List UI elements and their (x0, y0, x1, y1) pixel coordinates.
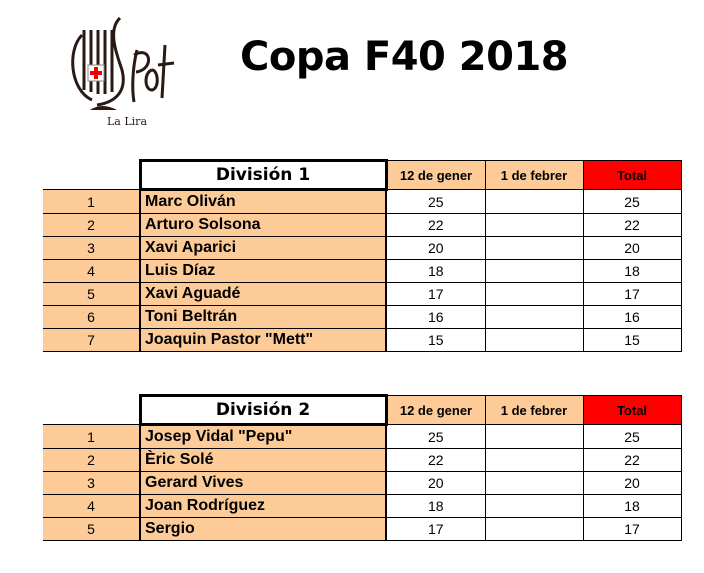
svg-text:La Lira: La Lira (107, 115, 147, 128)
division-2-table: División 2 12 de gener 1 de febrer Total… (43, 394, 682, 541)
score-12-gener-cell: 22 (385, 213, 486, 237)
score-12-gener-cell: 20 (385, 471, 486, 495)
rank-cell: 5 (43, 282, 141, 306)
score-1-febrer-cell (484, 424, 584, 449)
column-header-12-gener: 12 de gener (385, 395, 486, 425)
score-12-gener-cell: 17 (385, 282, 486, 306)
score-12-gener-cell: 18 (385, 494, 486, 518)
lira-logo: La Lira (71, 16, 175, 128)
score-12-gener-cell: 18 (385, 259, 486, 283)
table-row: 3 Gerard Vives 20 20 (43, 471, 682, 495)
table-row: 4 Joan Rodríguez 18 18 (43, 494, 682, 518)
rank-cell: 3 (43, 236, 141, 260)
total-cell: 17 (582, 517, 682, 541)
player-name-cell: Èric Solé (139, 448, 387, 472)
total-cell: 25 (582, 189, 682, 214)
player-name-cell: Xavi Aparici (139, 236, 387, 260)
player-name-cell: Gerard Vives (139, 471, 387, 495)
total-cell: 17 (582, 282, 682, 306)
division-1-table: División 1 12 de gener 1 de febrer Total… (43, 159, 682, 352)
division-title: División 2 (138, 394, 388, 426)
score-1-febrer-cell (484, 471, 584, 495)
column-header-1-febrer: 1 de febrer (484, 395, 584, 425)
total-cell: 18 (582, 259, 682, 283)
total-cell: 20 (582, 471, 682, 495)
rank-cell: 1 (43, 189, 141, 214)
score-1-febrer-cell (484, 494, 584, 518)
score-12-gener-cell: 15 (385, 328, 486, 352)
rank-cell: 4 (43, 259, 141, 283)
header-row: División 1 12 de gener 1 de febrer Total (43, 159, 682, 191)
table-row: 7 Joaquin Pastor "Mett" 15 15 (43, 328, 682, 352)
score-1-febrer-cell (484, 328, 584, 352)
score-12-gener-cell: 25 (385, 189, 486, 214)
score-1-febrer-cell (484, 282, 584, 306)
column-header-total: Total (582, 395, 682, 425)
table-row: 1 Josep Vidal "Pepu" 25 25 (43, 424, 682, 449)
total-cell: 20 (582, 236, 682, 260)
table-row: 6 Toni Beltrán 16 16 (43, 305, 682, 329)
total-cell: 18 (582, 494, 682, 518)
table-row: 5 Xavi Aguadé 17 17 (43, 282, 682, 306)
player-name-cell: Arturo Solsona (139, 213, 387, 237)
table-row: 1 Marc Oliván 25 25 (43, 189, 682, 214)
score-1-febrer-cell (484, 189, 584, 214)
blank-cell (43, 395, 140, 425)
rank-cell: 3 (43, 471, 141, 495)
blank-cell (43, 160, 140, 190)
score-1-febrer-cell (484, 213, 584, 237)
total-cell: 15 (582, 328, 682, 352)
score-12-gener-cell: 25 (385, 424, 486, 449)
table-row: 4 Luis Díaz 18 18 (43, 259, 682, 283)
player-name-cell: Joan Rodríguez (139, 494, 387, 518)
column-header-total: Total (582, 160, 682, 190)
page-title: Copa F40 2018 (240, 34, 569, 80)
table-row: 3 Xavi Aparici 20 20 (43, 236, 682, 260)
column-header-12-gener: 12 de gener (385, 160, 486, 190)
player-name-cell: Joaquin Pastor "Mett" (139, 328, 387, 352)
player-name-cell: Toni Beltrán (139, 305, 387, 329)
score-1-febrer-cell (484, 236, 584, 260)
rank-cell: 2 (43, 448, 141, 472)
player-name-cell: Marc Oliván (139, 189, 387, 214)
score-1-febrer-cell (484, 448, 584, 472)
rank-cell: 1 (43, 424, 141, 449)
column-header-1-febrer: 1 de febrer (484, 160, 584, 190)
header-row: División 2 12 de gener 1 de febrer Total (43, 394, 682, 426)
score-12-gener-cell: 17 (385, 517, 486, 541)
total-cell: 22 (582, 448, 682, 472)
table-row: 2 Èric Solé 22 22 (43, 448, 682, 472)
score-1-febrer-cell (484, 305, 584, 329)
total-cell: 22 (582, 213, 682, 237)
player-name-cell: Xavi Aguadé (139, 282, 387, 306)
rank-cell: 4 (43, 494, 141, 518)
total-cell: 25 (582, 424, 682, 449)
rank-cell: 6 (43, 305, 141, 329)
score-12-gener-cell: 20 (385, 236, 486, 260)
table-row: 2 Arturo Solsona 22 22 (43, 213, 682, 237)
score-12-gener-cell: 22 (385, 448, 486, 472)
rank-cell: 2 (43, 213, 141, 237)
player-name-cell: Luis Díaz (139, 259, 387, 283)
total-cell: 16 (582, 305, 682, 329)
rank-cell: 5 (43, 517, 141, 541)
player-name-cell: Sergio (139, 517, 387, 541)
score-1-febrer-cell (484, 259, 584, 283)
table-row: 5 Sergio 17 17 (43, 517, 682, 541)
score-12-gener-cell: 16 (385, 305, 486, 329)
player-name-cell: Josep Vidal "Pepu" (139, 424, 387, 449)
rank-cell: 7 (43, 328, 141, 352)
division-title: División 1 (138, 159, 388, 191)
score-1-febrer-cell (484, 517, 584, 541)
